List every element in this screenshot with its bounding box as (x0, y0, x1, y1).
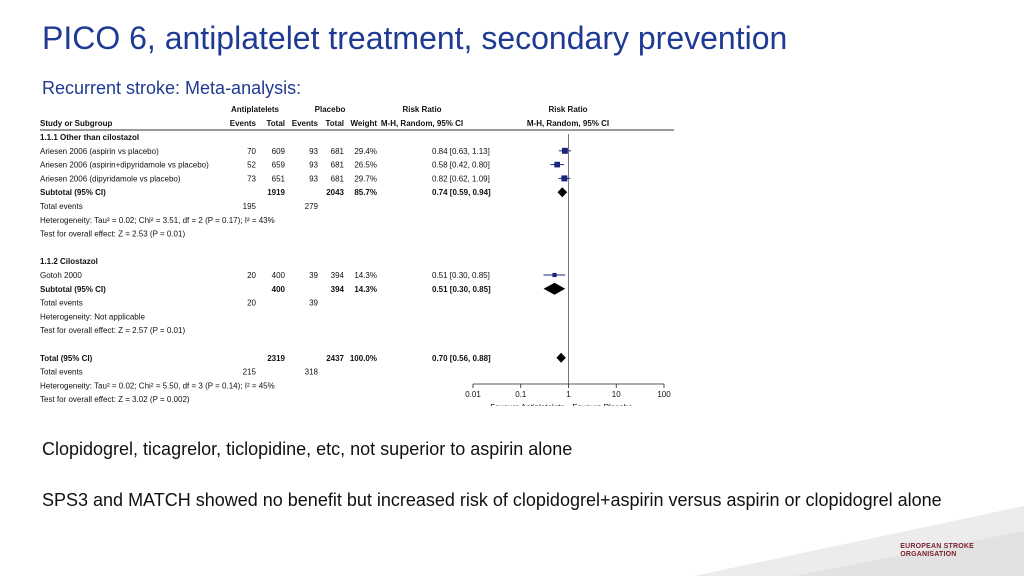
row-label: Total (95% CI) (40, 354, 93, 363)
events-antiplatelets: 52 (247, 161, 256, 170)
total-placebo: 681 (331, 147, 345, 156)
header-weight: Weight (350, 119, 377, 128)
favours-left-label: Favours Antiplatelets (490, 403, 564, 406)
row-label: Ariesen 2006 (aspirin+dipyridamole vs pl… (40, 161, 209, 170)
total-antiplatelets: 400 (272, 285, 286, 294)
weight-value: 14.3% (354, 285, 377, 294)
total-placebo: 681 (331, 174, 345, 183)
weight-value: 26.5% (354, 161, 377, 170)
slide-title: PICO 6, antiplatelet treatment, secondar… (42, 20, 788, 56)
favours-right-label: Favours Placebo (573, 403, 634, 406)
header-placebo: Placebo (315, 105, 346, 114)
header-total-1: Total (266, 119, 285, 128)
events-antiplatelets: 20 (247, 271, 256, 280)
weight-value: 85.7% (354, 188, 377, 197)
row-label: Ariesen 2006 (aspirin vs placebo) (40, 147, 159, 156)
row-label: Test for overall effect: Z = 2.57 (P = 0… (40, 326, 185, 335)
events-placebo: 93 (309, 161, 318, 170)
header-study: Study or Subgroup (40, 119, 113, 128)
events-antiplatelets: 215 (243, 368, 257, 377)
events-placebo: 93 (309, 147, 318, 156)
ci-value: 0.51 [0.30, 0.85] (432, 285, 491, 294)
header-risk-ratio-plot: Risk Ratio (548, 105, 587, 114)
header-method-plot: M-H, Random, 95% CI (527, 119, 609, 128)
total-antiplatelets: 1919 (267, 188, 285, 197)
study-marker (554, 161, 561, 168)
header-method-text: M-H, Random, 95% CI (381, 119, 463, 128)
x-tick-label: 0.1 (515, 390, 527, 399)
pooled-diamond (557, 187, 568, 198)
events-antiplatelets: 20 (247, 299, 256, 308)
ci-value: 0.51 [0.30, 0.85] (432, 271, 490, 280)
row-label: 1.1.1 Other than cilostazol (40, 133, 139, 142)
finding-text-1: Clopidogrel, ticagrelor, ticlopidine, et… (42, 439, 573, 459)
total-placebo: 681 (331, 161, 345, 170)
row-label: Heterogeneity: Tau² = 0.02; Chi² = 3.51,… (40, 216, 275, 225)
ci-value: 0.74 [0.59, 0.94] (432, 188, 491, 197)
events-placebo: 39 (309, 271, 318, 280)
pooled-diamond (543, 282, 566, 295)
header-risk-ratio-text: Risk Ratio (402, 105, 441, 114)
row-label: Test for overall effect: Z = 2.53 (P = 0… (40, 230, 185, 239)
total-placebo: 2437 (326, 354, 344, 363)
x-tick-label: 100 (657, 390, 671, 399)
events-antiplatelets: 70 (247, 147, 256, 156)
events-placebo: 93 (309, 174, 318, 183)
row-label: Heterogeneity: Not applicable (40, 312, 146, 321)
events-antiplatelets: 195 (243, 202, 257, 211)
header-total-2: Total (325, 119, 344, 128)
finding-text-2: SPS3 and MATCH showed no benefit but inc… (42, 490, 942, 510)
slide-subtitle: Recurrent stroke: Meta-analysis: (42, 78, 302, 98)
events-placebo: 279 (305, 202, 319, 211)
ci-value: 0.58 [0.42, 0.80] (432, 161, 490, 170)
row-label: Heterogeneity: Tau² = 0.02; Chi² = 5.50,… (40, 381, 275, 390)
x-tick-label: 1 (566, 390, 571, 399)
logo-line-2: ORGANISATION (900, 551, 957, 558)
row-label: Total events (40, 202, 83, 211)
row-label: Total events (40, 368, 83, 377)
weight-value: 100.0% (350, 354, 377, 363)
ci-value: 0.70 [0.56, 0.88] (432, 354, 491, 363)
total-antiplatelets: 659 (272, 161, 286, 170)
events-antiplatelets: 73 (247, 174, 256, 183)
x-tick-label: 10 (612, 390, 621, 399)
total-placebo: 394 (331, 285, 345, 294)
total-antiplatelets: 651 (272, 174, 286, 183)
weight-value: 29.4% (354, 147, 377, 156)
total-placebo: 394 (331, 271, 345, 280)
events-placebo: 318 (305, 368, 319, 377)
ci-value: 0.82 [0.62, 1.09] (432, 174, 490, 183)
total-placebo: 2043 (326, 188, 344, 197)
row-label: 1.1.2 Cilostazol (40, 257, 98, 266)
study-marker (561, 147, 568, 154)
header-antiplatelets: Antiplatelets (231, 105, 280, 114)
events-placebo: 39 (309, 299, 318, 308)
ci-value: 0.84 [0.63, 1.13] (432, 147, 490, 156)
total-antiplatelets: 400 (272, 271, 286, 280)
row-label: Subtotal (95% CI) (40, 188, 106, 197)
weight-value: 14.3% (354, 271, 377, 280)
corner-decoration (674, 486, 1024, 576)
total-antiplatelets: 2319 (267, 354, 285, 363)
study-marker (552, 272, 557, 278)
row-label: Total events (40, 299, 83, 308)
total-antiplatelets: 609 (272, 147, 286, 156)
row-label: Subtotal (95% CI) (40, 285, 106, 294)
row-label: Gotoh 2000 (40, 271, 82, 280)
row-label: Test for overall effect: Z = 3.02 (P = 0… (40, 395, 190, 404)
forest-plot: Antiplatelets Placebo Risk Ratio Risk Ratio… (40, 100, 680, 406)
pooled-diamond (556, 352, 566, 363)
row-label: Ariesen 2006 (dipyridamole vs placebo) (40, 174, 181, 183)
logo-line-1: EUROPEAN STROKE (900, 543, 974, 550)
weight-value: 29.7% (354, 174, 377, 183)
eso-logo: EUROPEAN STROKE ORGANISATION (900, 543, 974, 559)
study-marker (561, 175, 568, 182)
header-events-2: Events (292, 119, 319, 128)
x-tick-label: 0.01 (465, 390, 481, 399)
header-events-1: Events (230, 119, 257, 128)
